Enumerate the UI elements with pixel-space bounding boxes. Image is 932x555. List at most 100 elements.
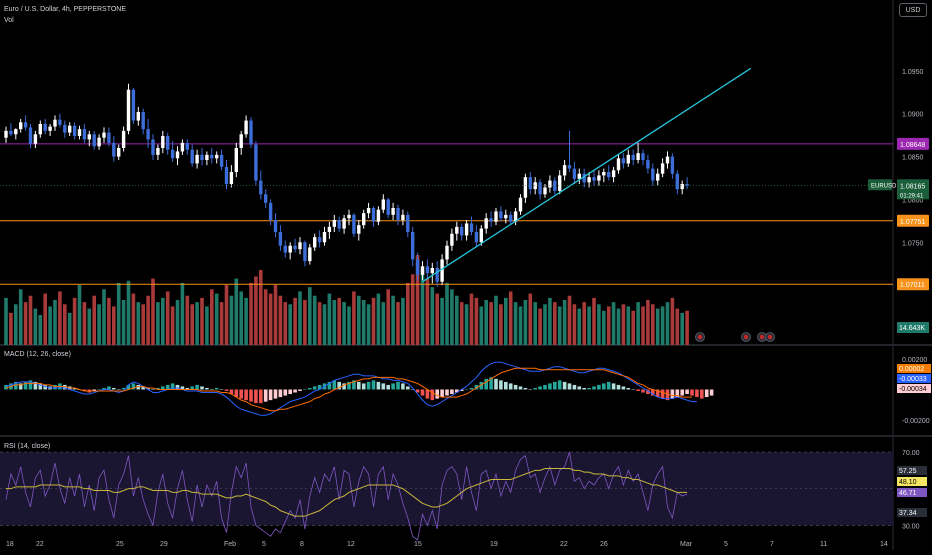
candle-body: [48, 126, 52, 131]
volume-bar: [259, 270, 263, 345]
macd-histogram-bar: [415, 389, 420, 393]
volume-bar: [499, 304, 503, 345]
volume-bar: [538, 308, 542, 345]
price-level-label: 1.08648: [900, 142, 925, 149]
candle-body: [572, 168, 577, 179]
macd-histogram-bar: [116, 389, 121, 390]
macd-histogram-bar: [508, 383, 513, 390]
macd-histogram-bar: [63, 384, 67, 390]
price-level-label: 1.07751: [900, 219, 925, 226]
volume-bar: [430, 287, 435, 345]
volume-bar: [239, 291, 243, 345]
volume-bar: [572, 304, 577, 345]
volume-bar: [450, 289, 454, 345]
candle-body: [611, 170, 616, 178]
candle-body: [460, 226, 464, 236]
macd-histogram-bar: [489, 377, 493, 390]
candle-body: [401, 214, 405, 220]
candle-body: [166, 136, 170, 150]
macd-value-label: -0.00034: [899, 386, 927, 393]
macd-histogram-bar: [82, 389, 87, 391]
candle-body: [543, 187, 547, 195]
countdown-label: 01:29:41: [900, 193, 924, 199]
macd-value-tag: [897, 374, 931, 383]
candle-body: [587, 177, 591, 183]
volume-bar: [312, 295, 317, 345]
candle-body: [362, 213, 366, 226]
volume-bar: [670, 297, 675, 345]
macd-line: [5, 361, 697, 416]
candle-body: [97, 137, 101, 147]
candle-body: [528, 177, 532, 190]
volume-bar: [621, 304, 626, 345]
candle-body: [494, 211, 498, 222]
macd-histogram-bar: [229, 389, 234, 395]
candle-body: [337, 220, 341, 229]
time-tick-label: 29: [160, 541, 168, 548]
candle-body: [607, 172, 611, 178]
candle-body: [77, 129, 82, 136]
candle-body: [366, 208, 371, 214]
macd-histogram-bar: [4, 384, 8, 390]
price-level-label: 1.07011: [900, 282, 925, 289]
macd-histogram-bar: [386, 384, 390, 390]
candle-body: [68, 125, 72, 133]
macd-histogram-bar: [126, 384, 131, 390]
volume-bar: [210, 289, 214, 345]
macd-histogram-bar: [587, 387, 591, 390]
volume-bar: [82, 302, 87, 345]
candle-body: [14, 129, 18, 135]
event-flag-dot: [767, 334, 773, 340]
macd-histogram-bar: [259, 389, 263, 404]
volume-bar: [126, 280, 131, 345]
price-tick-label: 1.0750: [902, 240, 924, 247]
volume-bar: [543, 304, 547, 345]
volume-bar: [396, 302, 400, 345]
candle-body: [597, 175, 601, 181]
volume-bar: [214, 293, 219, 345]
macd-histogram-bar: [165, 384, 170, 390]
currency-button[interactable]: USD: [899, 3, 927, 17]
macd-histogram-bar: [626, 387, 631, 390]
macd-histogram-bar: [347, 381, 351, 390]
macd-histogram-bar: [205, 387, 209, 390]
volume-bar: [175, 300, 180, 345]
macd-histogram-bar: [459, 389, 464, 391]
macd-histogram-bar: [425, 389, 430, 399]
candle-body: [259, 180, 263, 195]
candle-body: [141, 112, 145, 130]
volume-bar: [278, 295, 283, 345]
volume-bar: [631, 310, 635, 345]
volume-bar: [391, 295, 395, 345]
macd-histogram-bar: [28, 380, 33, 390]
candle-body: [513, 211, 518, 222]
macd-histogram-bar: [342, 383, 346, 390]
macd-histogram-bar: [278, 389, 283, 398]
macd-histogram-bar: [303, 389, 307, 390]
volume-bar: [200, 297, 204, 345]
volume-bar: [342, 302, 346, 345]
rsi-title: RSI (14, close): [4, 443, 50, 450]
macd-histogram-bar: [533, 387, 537, 390]
candle-body: [131, 89, 136, 121]
macd-histogram-bar: [621, 386, 626, 390]
macd-histogram-bar: [361, 383, 366, 390]
macd-histogram-bar: [131, 383, 136, 390]
volume-bar: [587, 306, 591, 345]
candle-body: [381, 199, 385, 210]
price-level-tag: [897, 137, 929, 150]
macd-histogram-bar: [239, 389, 243, 399]
rsi-value-tag: [897, 466, 927, 475]
volume-bar: [415, 255, 420, 345]
macd-histogram-bar: [146, 387, 150, 390]
volume-bar: [361, 300, 366, 345]
macd-tick-label: 0.00200: [902, 357, 927, 364]
candle-body: [298, 242, 302, 250]
volume-bar: [273, 285, 278, 345]
macd-histogram-bar: [244, 389, 248, 401]
macd-histogram-bar: [170, 383, 175, 390]
candle-body: [474, 232, 479, 243]
macd-histogram-bar: [592, 386, 596, 390]
